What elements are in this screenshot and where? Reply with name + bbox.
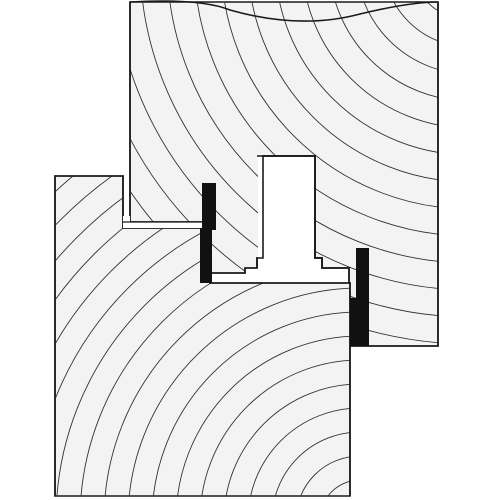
inner-seal-strip	[200, 183, 216, 283]
inner-seal	[200, 183, 216, 283]
outer-seal-strip	[350, 248, 369, 346]
sash-top-cut	[129, 0, 439, 22]
outer-seal	[350, 248, 369, 346]
sash-groove-outline	[256, 155, 323, 268]
sash-groove-channel	[258, 157, 314, 267]
